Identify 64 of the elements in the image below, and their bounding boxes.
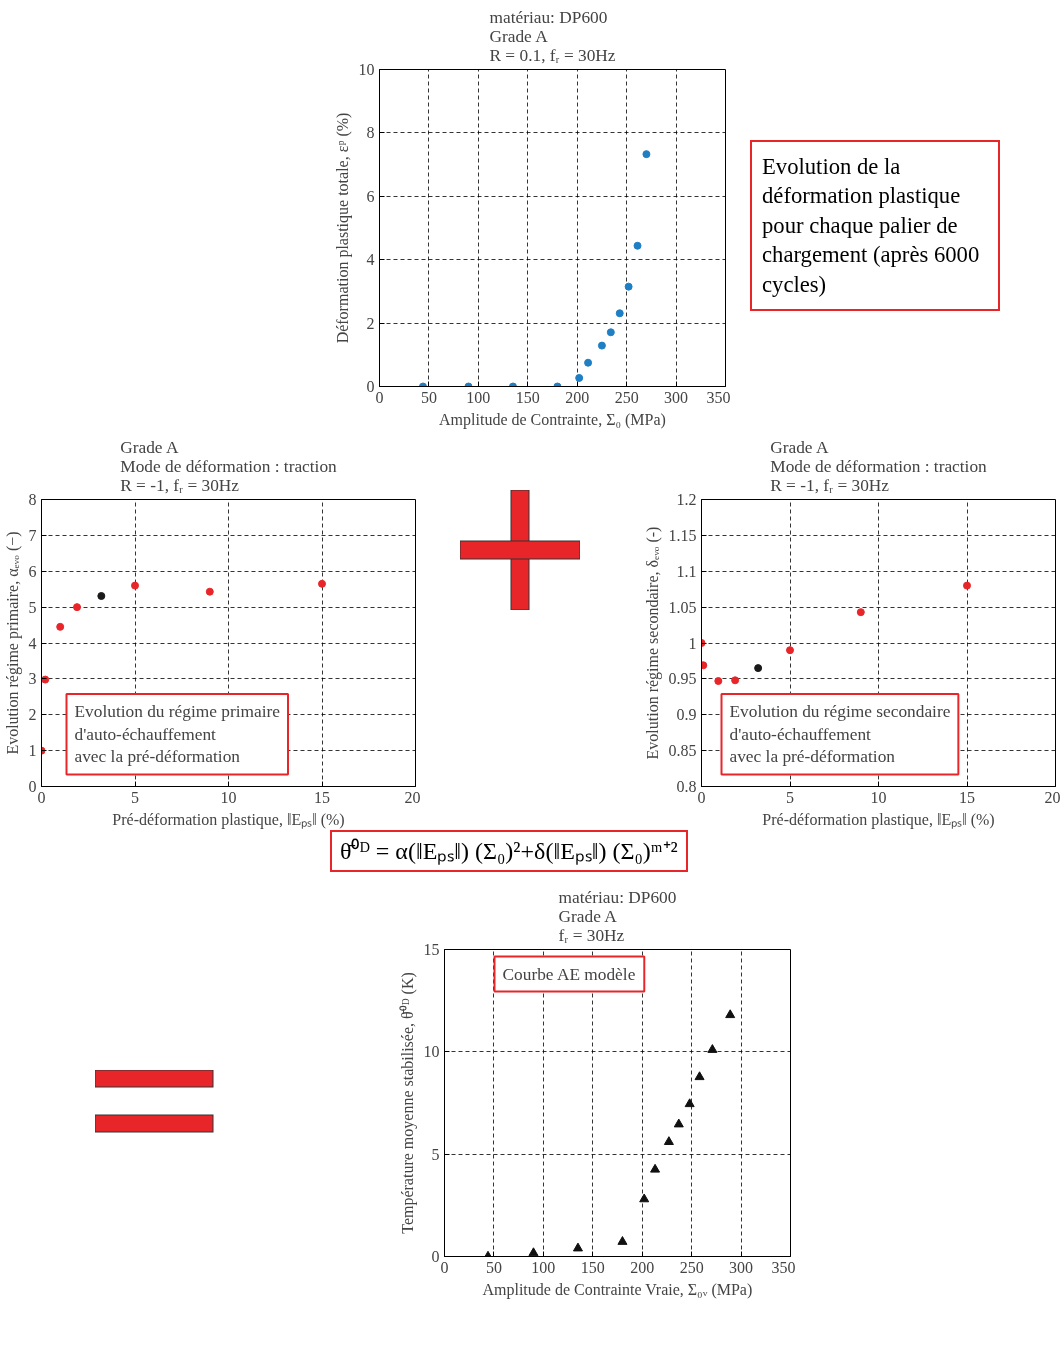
x-axis-title: Amplitude de Contrainte, Σ₀ (MPa) [439, 410, 666, 429]
x-tick-label: 250 [679, 1258, 704, 1276]
x-tick-label: 350 [706, 388, 731, 406]
x-axis-title: Pré-déformation plastique, ‖Eₚₛ‖ (%) [762, 810, 995, 829]
chart-title: matériau: DP600 Grade A R = 0.1, fᵣ = 30Hz [489, 7, 616, 65]
chart-title: Grade A Mode de déformation : traction R = -1, fᵣ = 30Hz [120, 437, 338, 495]
y-tick-label: 7 [28, 526, 37, 544]
y-tick-label: 5 [431, 1145, 440, 1163]
y-axis-title: Evolution régime primaire, αₑᵥₒ (−) [3, 531, 22, 755]
text: θ̄⁰ᴰ = α(‖Eₚₛ‖) (Σ₀)²+δ(‖Eₚₛ‖) (Σ₀)ᵐ⁺² [330, 830, 688, 873]
y-tick-label: 6 [28, 562, 37, 580]
x-tick-label: 150 [580, 1258, 605, 1276]
y-tick-label: 2 [28, 706, 37, 724]
x-tick-label: 100 [531, 1258, 556, 1276]
x-tick-label: 300 [664, 388, 689, 406]
x-tick-label: 350 [771, 1258, 796, 1276]
x-tick-label: 5 [786, 788, 794, 806]
x-axis-title: Pré-déformation plastique, ‖Eₚₛ‖ (%) [112, 810, 345, 829]
annotation: Evolution du régime secondaire d'auto-échauffement avec la pré-déformation [729, 701, 951, 767]
y-axis-title: Evolution régime secondaire, δₑᵥₒ (-) [643, 526, 662, 760]
annotation: Evolution du régime primaire d'auto-échauffement avec la pré-déformation [74, 701, 281, 767]
chart-title: Grade A Mode de déformation : traction R = -1, fᵣ = 30Hz [770, 437, 988, 495]
y-tick-label: 1.15 [668, 526, 697, 544]
y-tick-label: 0.95 [668, 670, 697, 688]
x-tick-label: 20 [1044, 788, 1061, 806]
y-tick-label: 10 [423, 1043, 440, 1061]
y-tick-label: 1 [28, 742, 37, 760]
x-axis-title: Amplitude de Contrainte Vraie, Σ₀ᵥ (MPa) [482, 1280, 753, 1299]
y-tick-label: 0.8 [676, 778, 697, 795]
x-tick-label: 5 [131, 788, 139, 806]
y-tick-label: 8 [28, 491, 37, 508]
y-tick-label: 1.1 [676, 562, 697, 580]
annotation: Courbe AE modèle [502, 964, 636, 984]
x-tick-label: 15 [959, 788, 975, 806]
y-axis-title: Déformation plastique totale, εᵖ (%) [333, 112, 352, 344]
x-tick-label: 100 [466, 388, 491, 406]
y-tick-label: 1.2 [676, 491, 697, 508]
y-tick-label: 5 [28, 598, 37, 616]
x-tick-label: 10 [220, 788, 237, 806]
x-tick-label: 50 [485, 1258, 502, 1276]
x-tick-label: 150 [515, 388, 540, 406]
y-tick-label: 2 [366, 314, 375, 332]
y-tick-label: 0.9 [676, 706, 697, 724]
y-tick-label: 0.85 [668, 742, 697, 760]
x-tick-label: 10 [870, 788, 887, 806]
x-tick-label: 200 [565, 388, 590, 406]
text: Evolution de la déformation plastique pour chaque palier de chargement (après 6000 cycles) [750, 140, 1000, 312]
x-tick-label: 300 [729, 1258, 754, 1276]
x-tick-label: 15 [314, 788, 330, 806]
x-tick-label: 20 [404, 788, 421, 806]
y-tick-label: 1.05 [668, 598, 697, 616]
y-tick-label: 4 [366, 251, 375, 269]
y-tick-label: 10 [358, 61, 375, 78]
chart-title: matériau: DP600 Grade A fᵣ = 30Hz [558, 887, 677, 945]
x-tick-label: 50 [420, 388, 437, 406]
y-axis-title: Température moyenne stabilisée, θ̄⁰ᴰ (K) [398, 972, 417, 1234]
y-tick-label: 4 [28, 634, 37, 652]
x-tick-label: 200 [630, 1258, 655, 1276]
x-tick-label: 250 [614, 388, 639, 406]
y-tick-label: 3 [28, 670, 37, 688]
y-tick-label: 15 [423, 941, 440, 958]
y-tick-label: 1 [688, 634, 697, 652]
y-tick-label: 8 [366, 124, 375, 142]
y-tick-label: 6 [366, 187, 375, 205]
